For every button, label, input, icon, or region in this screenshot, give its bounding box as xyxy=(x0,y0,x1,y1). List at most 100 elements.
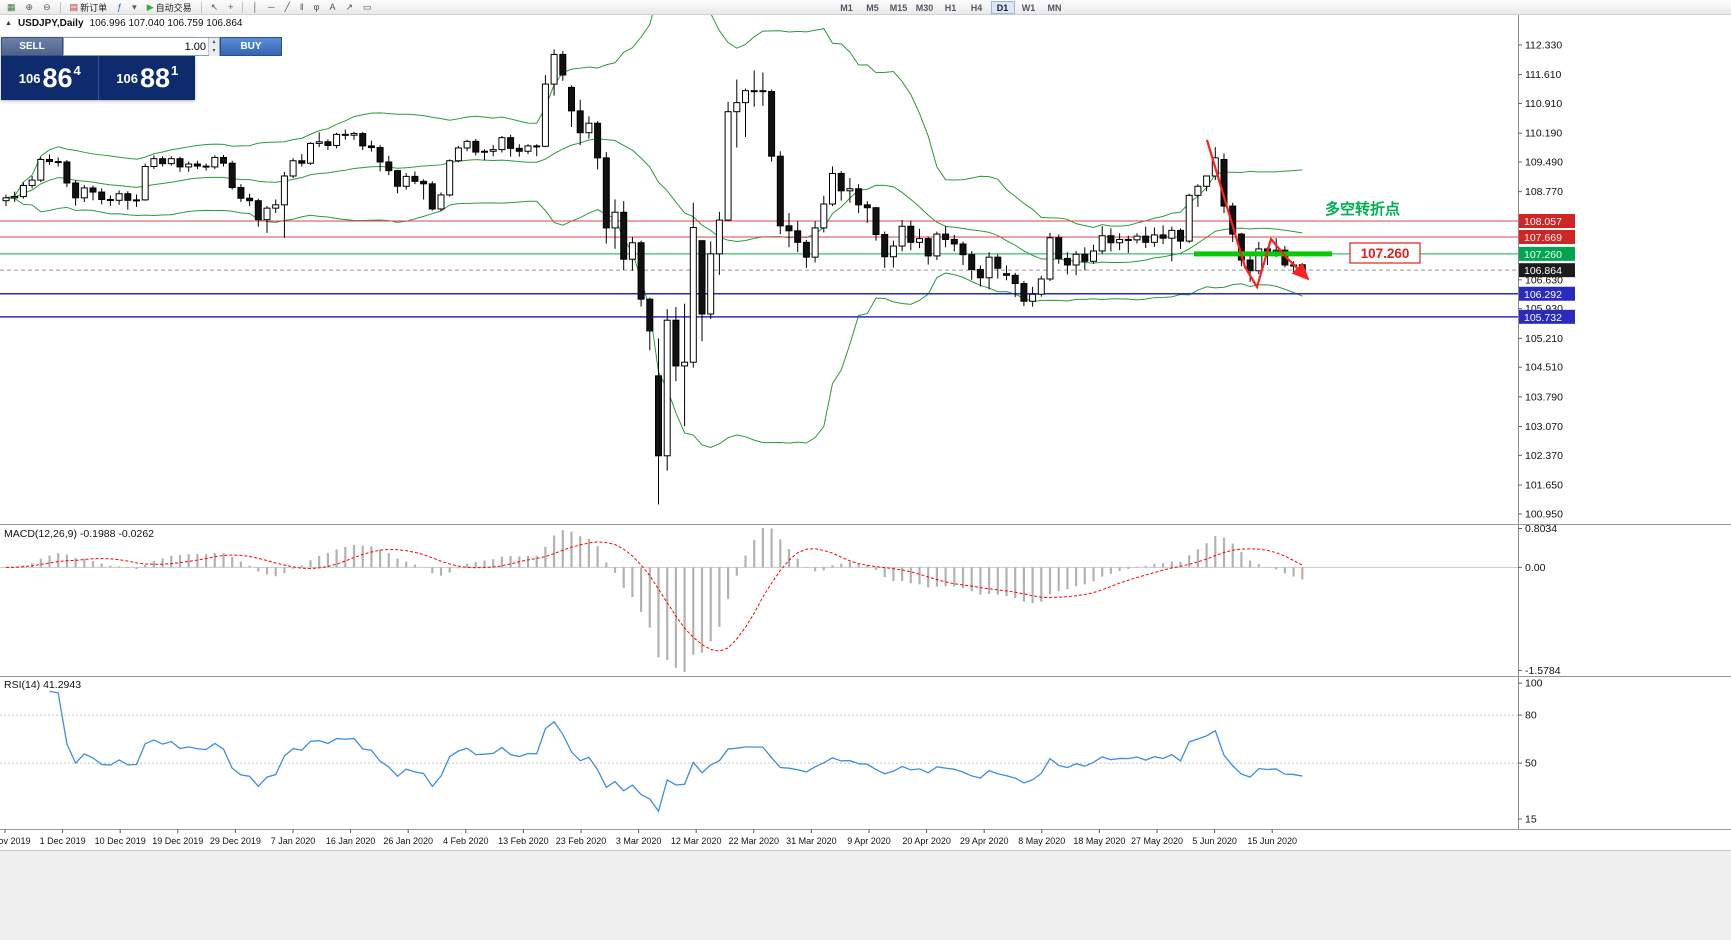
quote-display: 106 86 4 106 88 1 xyxy=(1,56,195,100)
toolbar-separator xyxy=(200,1,202,13)
vertical-line-icon[interactable]: │ xyxy=(248,1,262,14)
price-axis-label: 101.650 xyxy=(1525,480,1563,492)
rsi-panel xyxy=(0,690,1518,813)
bollinger-lower-band xyxy=(5,197,1303,449)
toolbar-separator xyxy=(242,1,244,13)
macd-signal-line xyxy=(5,541,1303,652)
buy-price-base: 106 xyxy=(116,70,138,86)
autotrading-button[interactable]: ▶ 自动交易 xyxy=(143,1,196,14)
crosshair-icon-glyph: + xyxy=(228,1,234,12)
templates-dropdown-icon[interactable]: ▾ xyxy=(128,1,141,14)
chart-canvas[interactable]: 多空转折点 107.260 112.330 111.610 110.910 110.190… xyxy=(0,15,1731,850)
price-axis-label: 105.210 xyxy=(1525,333,1563,345)
chart-window-icon-glyph: ▦ xyxy=(7,1,16,12)
time-axis[interactable]: 21 Nov 2019 1 Dec 2019 10 Dec 2019 19 Dec 2… xyxy=(0,829,1297,847)
zoom-in-icon[interactable]: ⊕ xyxy=(22,1,38,14)
timeframe-m15[interactable]: M15 xyxy=(889,2,908,13)
toolbar: ▦ ⊕ ⊖ ▤ 新订单 ƒ ▾ ▶ 自动交易 ↖ + │ ─ ╱ ‖ φ A ↗ ▭ M1 M5 M15 M30 H1 H4 D1… xyxy=(0,0,1731,15)
new-order-button-label: 新订单 xyxy=(80,2,108,13)
sell-price-sup: 4 xyxy=(73,62,81,78)
horizontal-line-icon-glyph: ─ xyxy=(268,1,275,12)
main-chart-panel: 多空转折点 107.260 xyxy=(0,15,1518,505)
trend-arrow[interactable] xyxy=(1205,139,1310,290)
date-label: 21 Nov 2019 xyxy=(0,836,31,846)
date-label: 29 Dec 2019 xyxy=(210,836,261,846)
volume-increase-button[interactable]: ▴ xyxy=(209,38,219,47)
shapes-icon[interactable]: ▭ xyxy=(359,1,376,14)
channel-icon-glyph: ‖ xyxy=(299,1,304,12)
arrows-icon-glyph: ↗ xyxy=(345,1,353,12)
price-axis-label: 109.490 xyxy=(1525,156,1563,168)
autotrading-button-label: 自动交易 xyxy=(155,2,192,13)
date-label: 7 Jan 2020 xyxy=(271,836,316,846)
axis-badge-105.732 xyxy=(1519,309,1575,324)
svg-text:106.292: 106.292 xyxy=(1524,289,1562,301)
date-label: 1 Dec 2019 xyxy=(40,836,86,846)
timeframe-h1[interactable]: H1 xyxy=(944,2,957,13)
price-axis[interactable]: 112.330 111.610 110.910 110.190 109.490 108.7… xyxy=(1518,15,1575,830)
price-axis-label: 110.910 xyxy=(1525,98,1562,110)
chart-window-icon[interactable]: ▦ xyxy=(3,1,20,14)
macd-histogram xyxy=(13,528,1304,672)
date-label: 12 Mar 2020 xyxy=(671,836,722,846)
macd-axis-label: 0.8034 xyxy=(1525,523,1557,535)
symbol-period-label: USDJPY,Daily xyxy=(17,18,84,29)
date-label: 4 Feb 2020 xyxy=(443,836,489,846)
chart-title: ▲ USDJPY,Daily 106.996 107.040 106.759 1… xyxy=(5,18,242,29)
cursor-icon[interactable]: ↖ xyxy=(207,1,223,14)
date-label: 20 Apr 2020 xyxy=(902,836,951,846)
sell-button[interactable]: SELL xyxy=(1,37,63,56)
date-label: 19 Dec 2019 xyxy=(152,836,203,846)
horizontal-line-icon[interactable]: ─ xyxy=(264,1,278,14)
macd-axis-label: 0.00 xyxy=(1525,562,1546,574)
rsi-axis-label: 100 xyxy=(1525,678,1543,690)
timeframe-m30[interactable]: M30 xyxy=(915,2,934,13)
toolbar-separator xyxy=(59,1,61,13)
buy-button[interactable]: BUY xyxy=(220,37,282,56)
new-order-button-glyph: ▤ xyxy=(69,1,79,12)
volume-decrease-button[interactable]: ▾ xyxy=(209,47,219,56)
turning-point-label[interactable]: 多空转折点 xyxy=(1325,200,1400,218)
one-click-toggle-icon[interactable]: ▲ xyxy=(5,20,12,27)
autotrading-button-glyph: ▶ xyxy=(146,1,154,12)
svg-text:108.057: 108.057 xyxy=(1524,216,1562,228)
date-label: 27 May 2020 xyxy=(1131,836,1183,846)
axis-badge-107.669 xyxy=(1519,230,1575,245)
price-axis-label: 110.190 xyxy=(1525,128,1562,140)
volume-input[interactable] xyxy=(64,38,208,55)
timeframe-h4[interactable]: H4 xyxy=(970,2,983,13)
fibonacci-icon[interactable]: φ xyxy=(310,1,324,14)
volume-control: ▴ ▾ xyxy=(63,37,220,56)
new-order-button[interactable]: ▤ 新订单 xyxy=(66,1,112,14)
timeframe-d1[interactable]: D1 xyxy=(990,0,1015,14)
bollinger-upper-band xyxy=(5,15,1303,228)
timeframe-m5[interactable]: M5 xyxy=(866,2,879,13)
price-axis-label: 111.610 xyxy=(1525,69,1562,81)
buy-price-display[interactable]: 106 88 1 xyxy=(99,56,196,100)
timeframe-m1[interactable]: M1 xyxy=(840,2,853,13)
date-label: 15 Jun 2020 xyxy=(1247,836,1297,846)
timeframe-mn[interactable]: MN xyxy=(1047,2,1062,13)
trade-controls-row: SELL ▴ ▾ BUY xyxy=(1,37,282,56)
trendline-icon[interactable]: ╱ xyxy=(280,1,293,14)
templates-dropdown-icon-glyph: ▾ xyxy=(132,1,137,12)
sell-price-display[interactable]: 106 86 4 xyxy=(1,56,98,100)
svg-text:106.864: 106.864 xyxy=(1524,265,1562,277)
zoom-out-icon[interactable]: ⊖ xyxy=(39,1,55,14)
arrows-icon[interactable]: ↗ xyxy=(341,1,357,14)
timeframe-w1[interactable]: W1 xyxy=(1021,2,1036,13)
channel-icon[interactable]: ‖ xyxy=(296,1,308,14)
indicators-icon[interactable]: ƒ xyxy=(113,1,126,14)
text-icon[interactable]: A xyxy=(325,1,339,14)
price-callout-box[interactable] xyxy=(1349,242,1421,264)
axis-badge-106.292 xyxy=(1519,286,1575,301)
ohlc-values: 106.996 107.040 106.759 106.864 xyxy=(89,18,243,29)
rsi-axis-label: 15 xyxy=(1525,814,1537,826)
trendline-icon-glyph: ╱ xyxy=(284,1,290,12)
vertical-line-icon-glyph: │ xyxy=(252,1,259,12)
crosshair-icon[interactable]: + xyxy=(224,1,237,14)
chart-background xyxy=(0,15,1731,850)
buy-price-sup: 1 xyxy=(171,62,179,78)
sell-price-big: 86 xyxy=(42,62,73,93)
date-label: 5 Jun 2020 xyxy=(1192,836,1237,846)
